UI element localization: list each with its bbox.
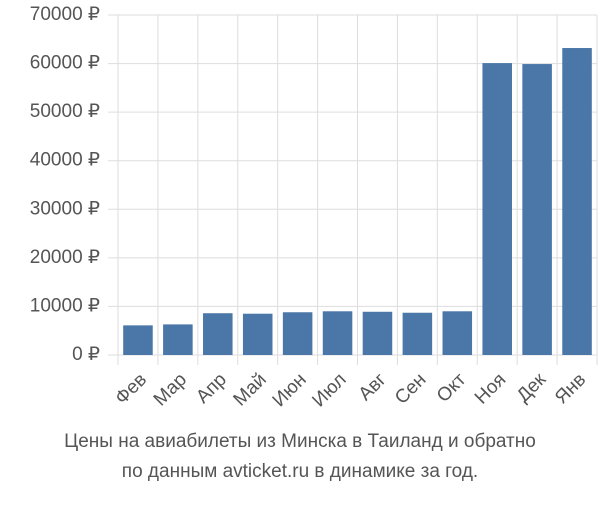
x-tick-label: Авг <box>355 369 391 405</box>
y-tick-label: 40000 ₽ <box>30 150 100 171</box>
x-tick-label: Июн <box>269 369 311 411</box>
bar <box>482 63 512 355</box>
bar <box>562 48 592 356</box>
x-tick-label: Май <box>230 369 271 410</box>
x-tick-label: Апр <box>192 369 231 408</box>
y-tick-label: 0 ₽ <box>72 344 100 365</box>
bar <box>322 311 353 355</box>
bar <box>522 64 552 356</box>
bar <box>123 325 153 355</box>
y-tick-label: 60000 ₽ <box>30 53 100 74</box>
x-tick-label: Мар <box>150 369 191 410</box>
bar <box>282 312 313 355</box>
x-tick-label: Дек <box>513 369 551 407</box>
x-tick-label: Июл <box>308 369 350 411</box>
x-tick-label: Янв <box>551 369 590 408</box>
bar <box>442 311 473 355</box>
y-tick-label: 50000 ₽ <box>30 101 100 122</box>
bar <box>402 312 433 355</box>
x-tick-label: Ноя <box>471 369 510 408</box>
x-tick-label: Фев <box>111 369 151 409</box>
x-tick-label: Окт <box>433 369 471 407</box>
bar <box>362 311 393 355</box>
chart-subtitle: по данным avticket.ru в динамике за год. <box>122 461 478 482</box>
y-tick-label: 20000 ₽ <box>30 247 100 268</box>
bar <box>203 313 233 355</box>
chart-title: Цены на авиабилеты из Минска в Таиланд и… <box>64 431 536 452</box>
y-tick-label: 30000 ₽ <box>30 198 100 219</box>
y-tick-label: 10000 ₽ <box>30 295 100 316</box>
bar <box>163 324 193 355</box>
x-tick-label: Сен <box>391 369 430 408</box>
y-tick-label: 70000 ₽ <box>30 4 100 25</box>
bar <box>242 313 273 355</box>
